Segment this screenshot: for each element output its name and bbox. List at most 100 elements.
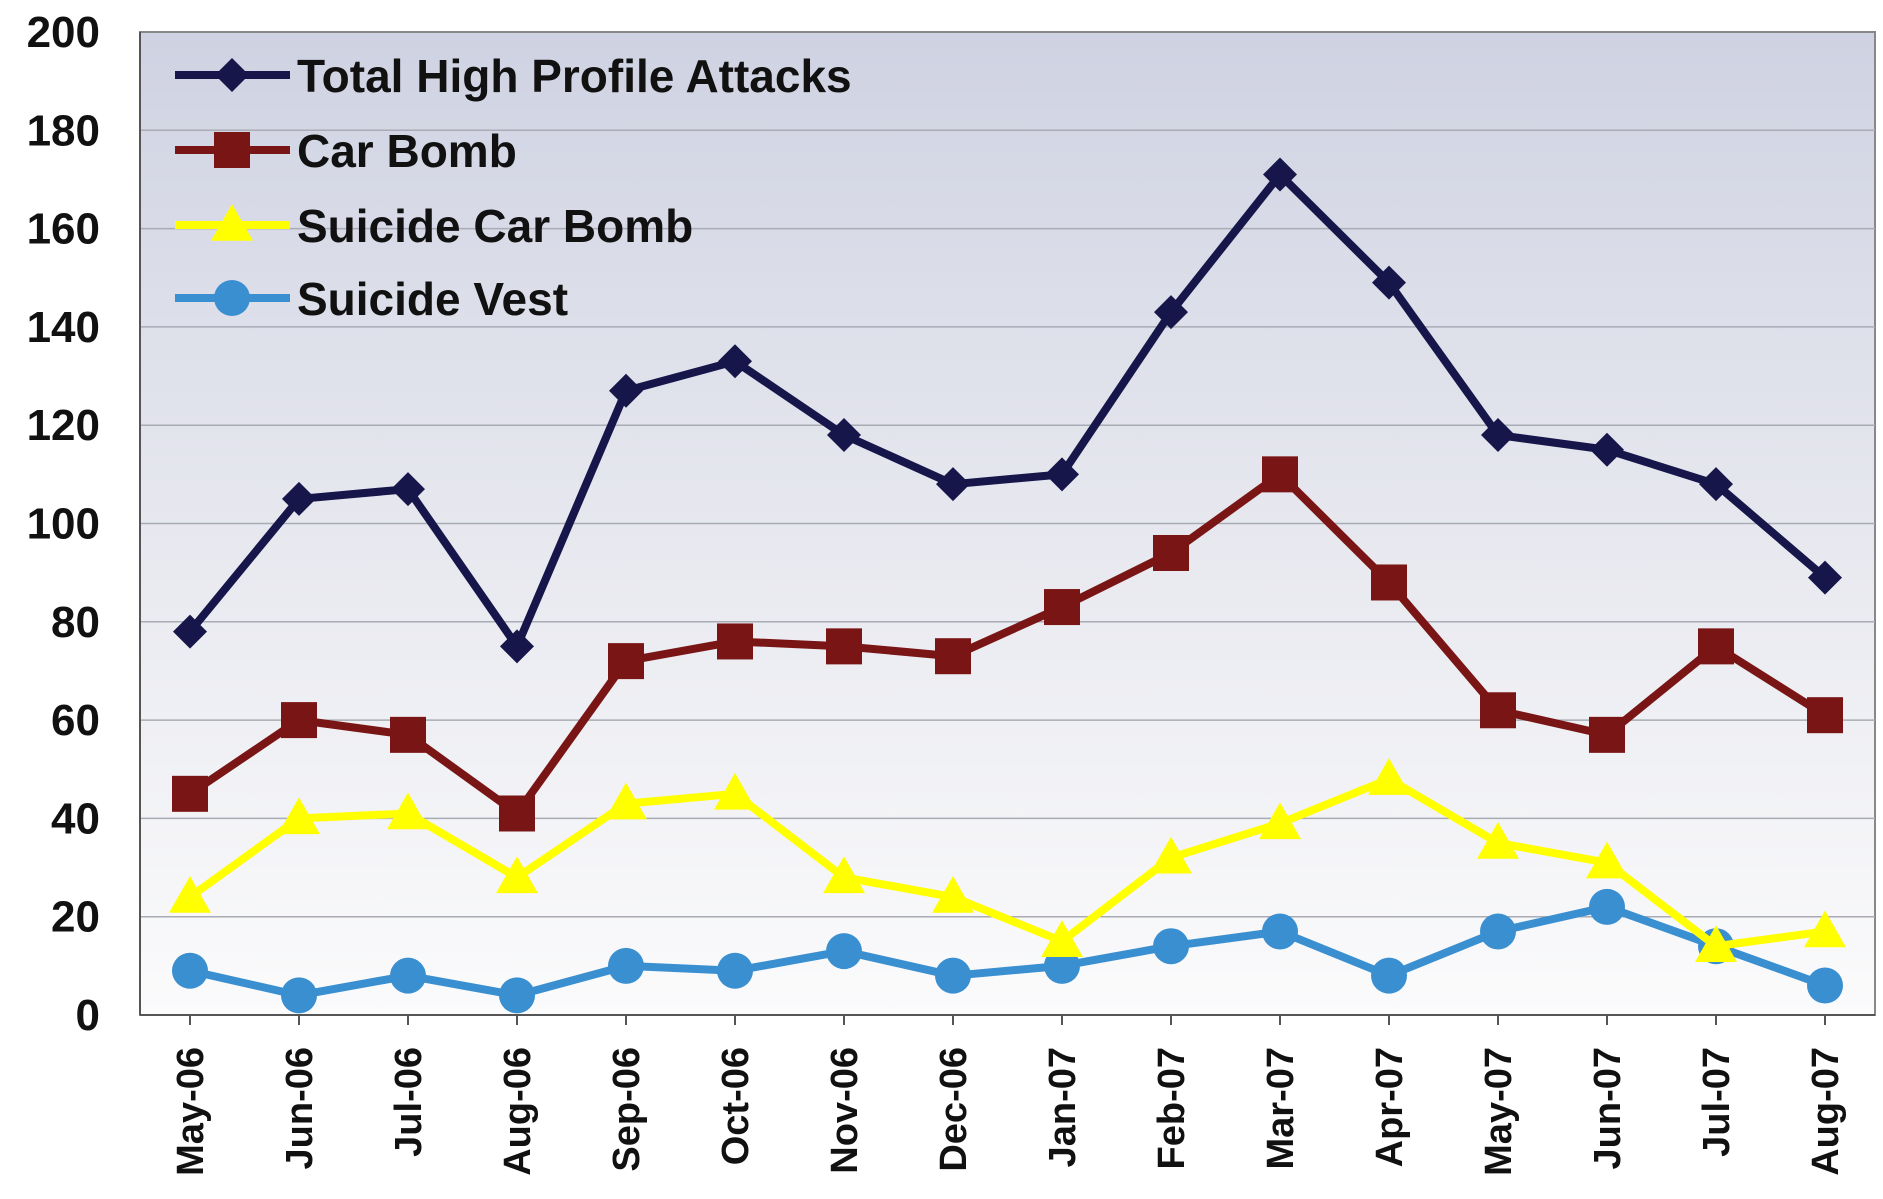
data-point-suicide-vest (1262, 913, 1298, 950)
series-line-car-bomb (186, 470, 1829, 818)
data-point-suicide-car-bomb (1150, 836, 1192, 874)
data-point-total-high-profile-attacks (391, 472, 425, 507)
data-point-car-bomb (1044, 589, 1080, 626)
series-suicide-car-bomb (169, 758, 1846, 962)
legend-marker-square (214, 132, 250, 168)
data-point-car-bomb (1807, 697, 1843, 734)
legend-item-car-bomb: Car Bomb (175, 125, 517, 177)
data-point-car-bomb (1480, 692, 1516, 729)
data-point-suicide-car-bomb (714, 772, 756, 810)
x-tick-label: Jul-07 (1696, 1047, 1738, 1157)
legend-label: Suicide Vest (297, 273, 568, 325)
data-point-suicide-car-bomb (1804, 910, 1846, 948)
data-point-suicide-car-bomb (1586, 841, 1628, 879)
data-point-total-high-profile-attacks (1590, 432, 1624, 467)
data-point-total-high-profile-attacks (827, 418, 861, 453)
data-point-suicide-vest (1371, 957, 1407, 994)
data-point-suicide-car-bomb (1041, 920, 1083, 958)
data-point-car-bomb (608, 643, 644, 680)
data-point-suicide-vest (935, 957, 971, 994)
data-point-car-bomb (499, 795, 535, 832)
y-tick-label: 0 (76, 991, 100, 1040)
data-point-suicide-vest (390, 957, 426, 994)
y-tick-label: 100 (27, 500, 100, 549)
y-tick-label: 160 (27, 205, 100, 254)
y-tick-label: 180 (27, 106, 100, 155)
series-car-bomb (172, 456, 1843, 832)
legend-label: Suicide Car Bomb (297, 200, 693, 252)
data-point-suicide-car-bomb (1477, 821, 1519, 859)
y-tick-label: 200 (27, 8, 100, 57)
x-tick-label: Dec-06 (933, 1047, 975, 1172)
data-point-suicide-car-bomb (823, 856, 865, 894)
x-tick-label: Jan-07 (1042, 1047, 1084, 1167)
data-point-suicide-vest (172, 952, 208, 989)
x-tick-label: Apr-07 (1369, 1047, 1411, 1167)
data-point-total-high-profile-attacks (609, 373, 643, 408)
data-point-suicide-car-bomb (1259, 802, 1301, 840)
x-tick-label: Nov-06 (824, 1047, 866, 1174)
x-tick-label: May-06 (170, 1047, 212, 1176)
data-point-total-high-profile-attacks (718, 344, 752, 379)
data-point-car-bomb (1589, 716, 1625, 753)
y-tick-label: 120 (27, 401, 100, 450)
data-point-suicide-car-bomb (387, 792, 429, 830)
data-point-car-bomb (172, 775, 208, 812)
data-point-suicide-vest (1153, 928, 1189, 965)
data-point-suicide-car-bomb (605, 782, 647, 820)
data-point-suicide-vest (1480, 913, 1516, 950)
data-point-total-high-profile-attacks (500, 629, 534, 664)
data-point-suicide-car-bomb (932, 876, 974, 913)
data-point-suicide-vest (1589, 888, 1625, 925)
data-point-suicide-car-bomb (169, 876, 211, 913)
data-point-total-high-profile-attacks (1808, 560, 1842, 595)
legend-marker-triangle (211, 204, 253, 241)
data-point-car-bomb (935, 638, 971, 675)
data-point-suicide-car-bomb (1368, 758, 1410, 795)
data-point-car-bomb (1698, 628, 1734, 665)
data-point-total-high-profile-attacks (1481, 418, 1515, 453)
y-tick-label: 140 (27, 303, 100, 352)
data-point-suicide-vest (717, 952, 753, 989)
data-point-suicide-vest (608, 947, 644, 984)
y-tick-label: 60 (51, 696, 100, 745)
legend: Total High Profile Attacks Car Bomb Suicid… (175, 50, 852, 325)
data-point-car-bomb (1262, 456, 1298, 493)
series-line-total-high-profile-attacks (186, 170, 1829, 651)
series-line-suicide-vest (186, 902, 1829, 1000)
data-point-suicide-vest (281, 977, 317, 1014)
data-point-total-high-profile-attacks (1045, 457, 1079, 492)
data-point-car-bomb (281, 702, 317, 739)
data-point-car-bomb (1153, 534, 1189, 571)
data-point-total-high-profile-attacks (173, 614, 207, 649)
legend-item-total-high-profile-attacks: Total High Profile Attacks (175, 50, 852, 102)
legend-label: Total High Profile Attacks (297, 50, 852, 102)
data-point-suicide-vest (826, 933, 862, 970)
x-tick-label: Mar-07 (1260, 1047, 1302, 1170)
x-tick-label: Sep-06 (606, 1047, 648, 1172)
y-tick-label: 20 (51, 893, 100, 942)
gridlines (139, 32, 1875, 1016)
data-point-car-bomb (717, 623, 753, 660)
data-point-total-high-profile-attacks (936, 467, 970, 502)
data-point-total-high-profile-attacks (1263, 157, 1297, 192)
legend-marker-diamond (215, 58, 249, 92)
data-point-total-high-profile-attacks (1699, 467, 1733, 502)
x-tick-label: Aug-06 (497, 1047, 539, 1176)
x-axis-ticks: May-06 Jun-06 Jul-06 Aug-06 Sep-06 Oct-06 Nov-… (170, 1015, 1847, 1176)
data-point-total-high-profile-attacks (1154, 295, 1188, 330)
legend-item-suicide-vest: Suicide Vest (175, 273, 568, 325)
data-point-car-bomb (1371, 564, 1407, 601)
y-axis-ticks: 0 20 40 60 80 100 120 140 160 180 200 (27, 8, 100, 1040)
legend-item-suicide-car-bomb: Suicide Car Bomb (175, 200, 693, 252)
data-point-car-bomb (390, 716, 426, 753)
x-tick-label: Oct-06 (715, 1047, 757, 1165)
data-point-total-high-profile-attacks (1372, 265, 1406, 300)
x-tick-label: Jun-06 (279, 1047, 321, 1169)
x-tick-label: Feb-07 (1151, 1047, 1193, 1169)
legend-marker-circle (214, 280, 250, 316)
series-line-suicide-car-bomb (186, 775, 1829, 951)
data-point-suicide-vest (1807, 967, 1843, 1004)
series-total-high-profile-attacks (173, 157, 1842, 664)
